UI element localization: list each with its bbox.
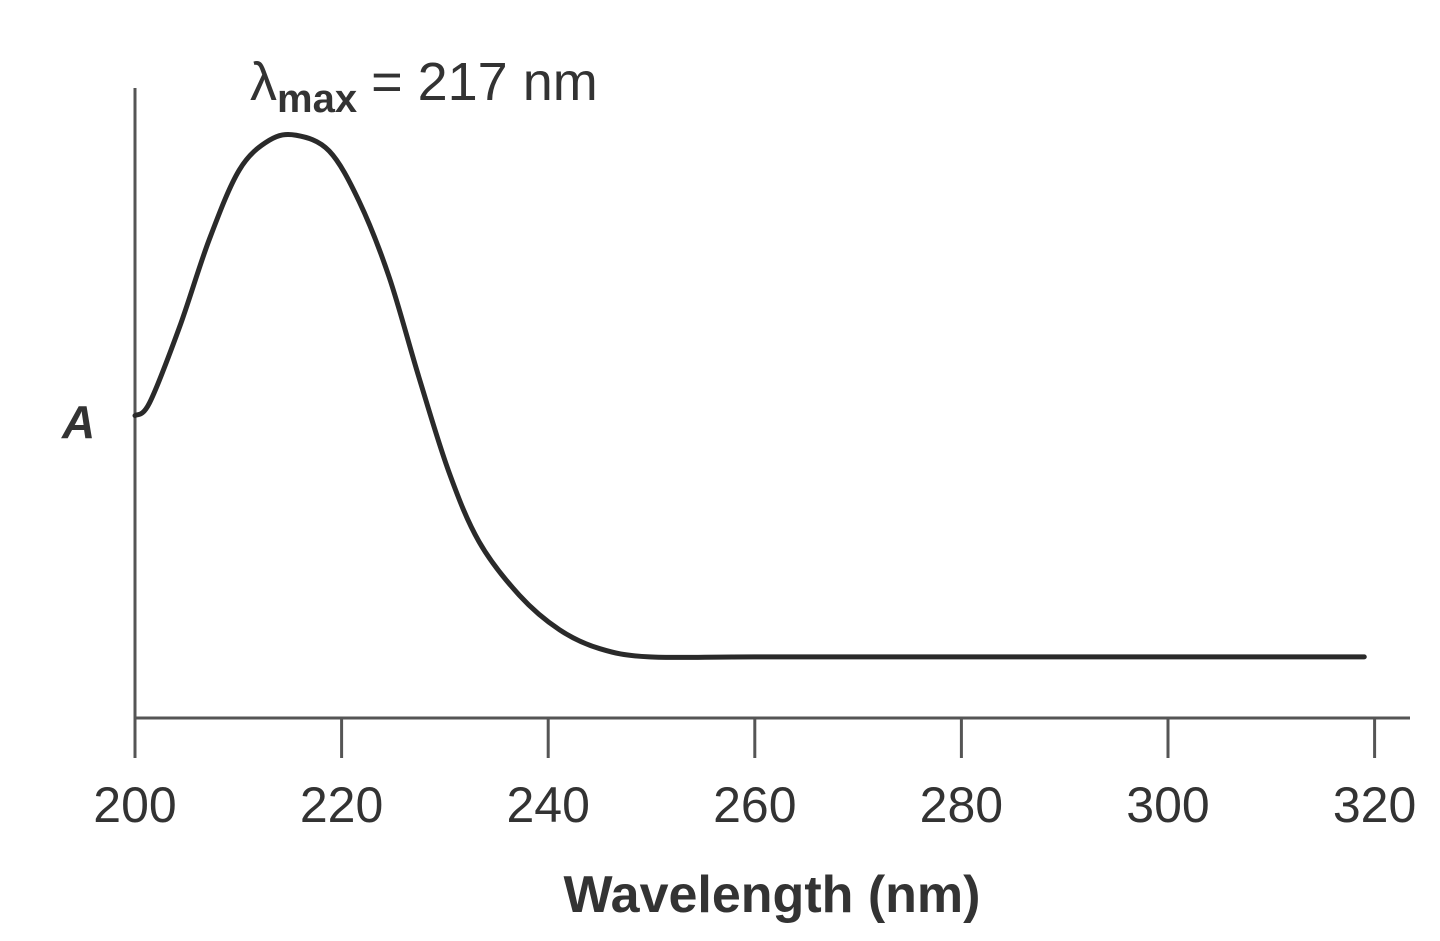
x-tick-label: 220: [300, 777, 383, 833]
absorbance-curve: [132, 131, 1367, 660]
x-tick-label: 240: [506, 777, 589, 833]
lambda-symbol: λ: [250, 52, 277, 112]
x-tick-label: 320: [1333, 777, 1416, 833]
x-tick-label: 300: [1126, 777, 1209, 833]
x-tick-label: 280: [920, 777, 1003, 833]
x-tick-label: 200: [93, 777, 176, 833]
y-axis-label: A: [61, 396, 95, 448]
x-tick-label: 260: [713, 777, 796, 833]
max-subscript: max: [277, 77, 357, 121]
x-axis-label: Wavelength (nm): [564, 866, 981, 924]
lambda-max-annotation: λmax = 217 nm: [250, 52, 598, 121]
annotation-value: = 217 nm: [371, 52, 598, 112]
